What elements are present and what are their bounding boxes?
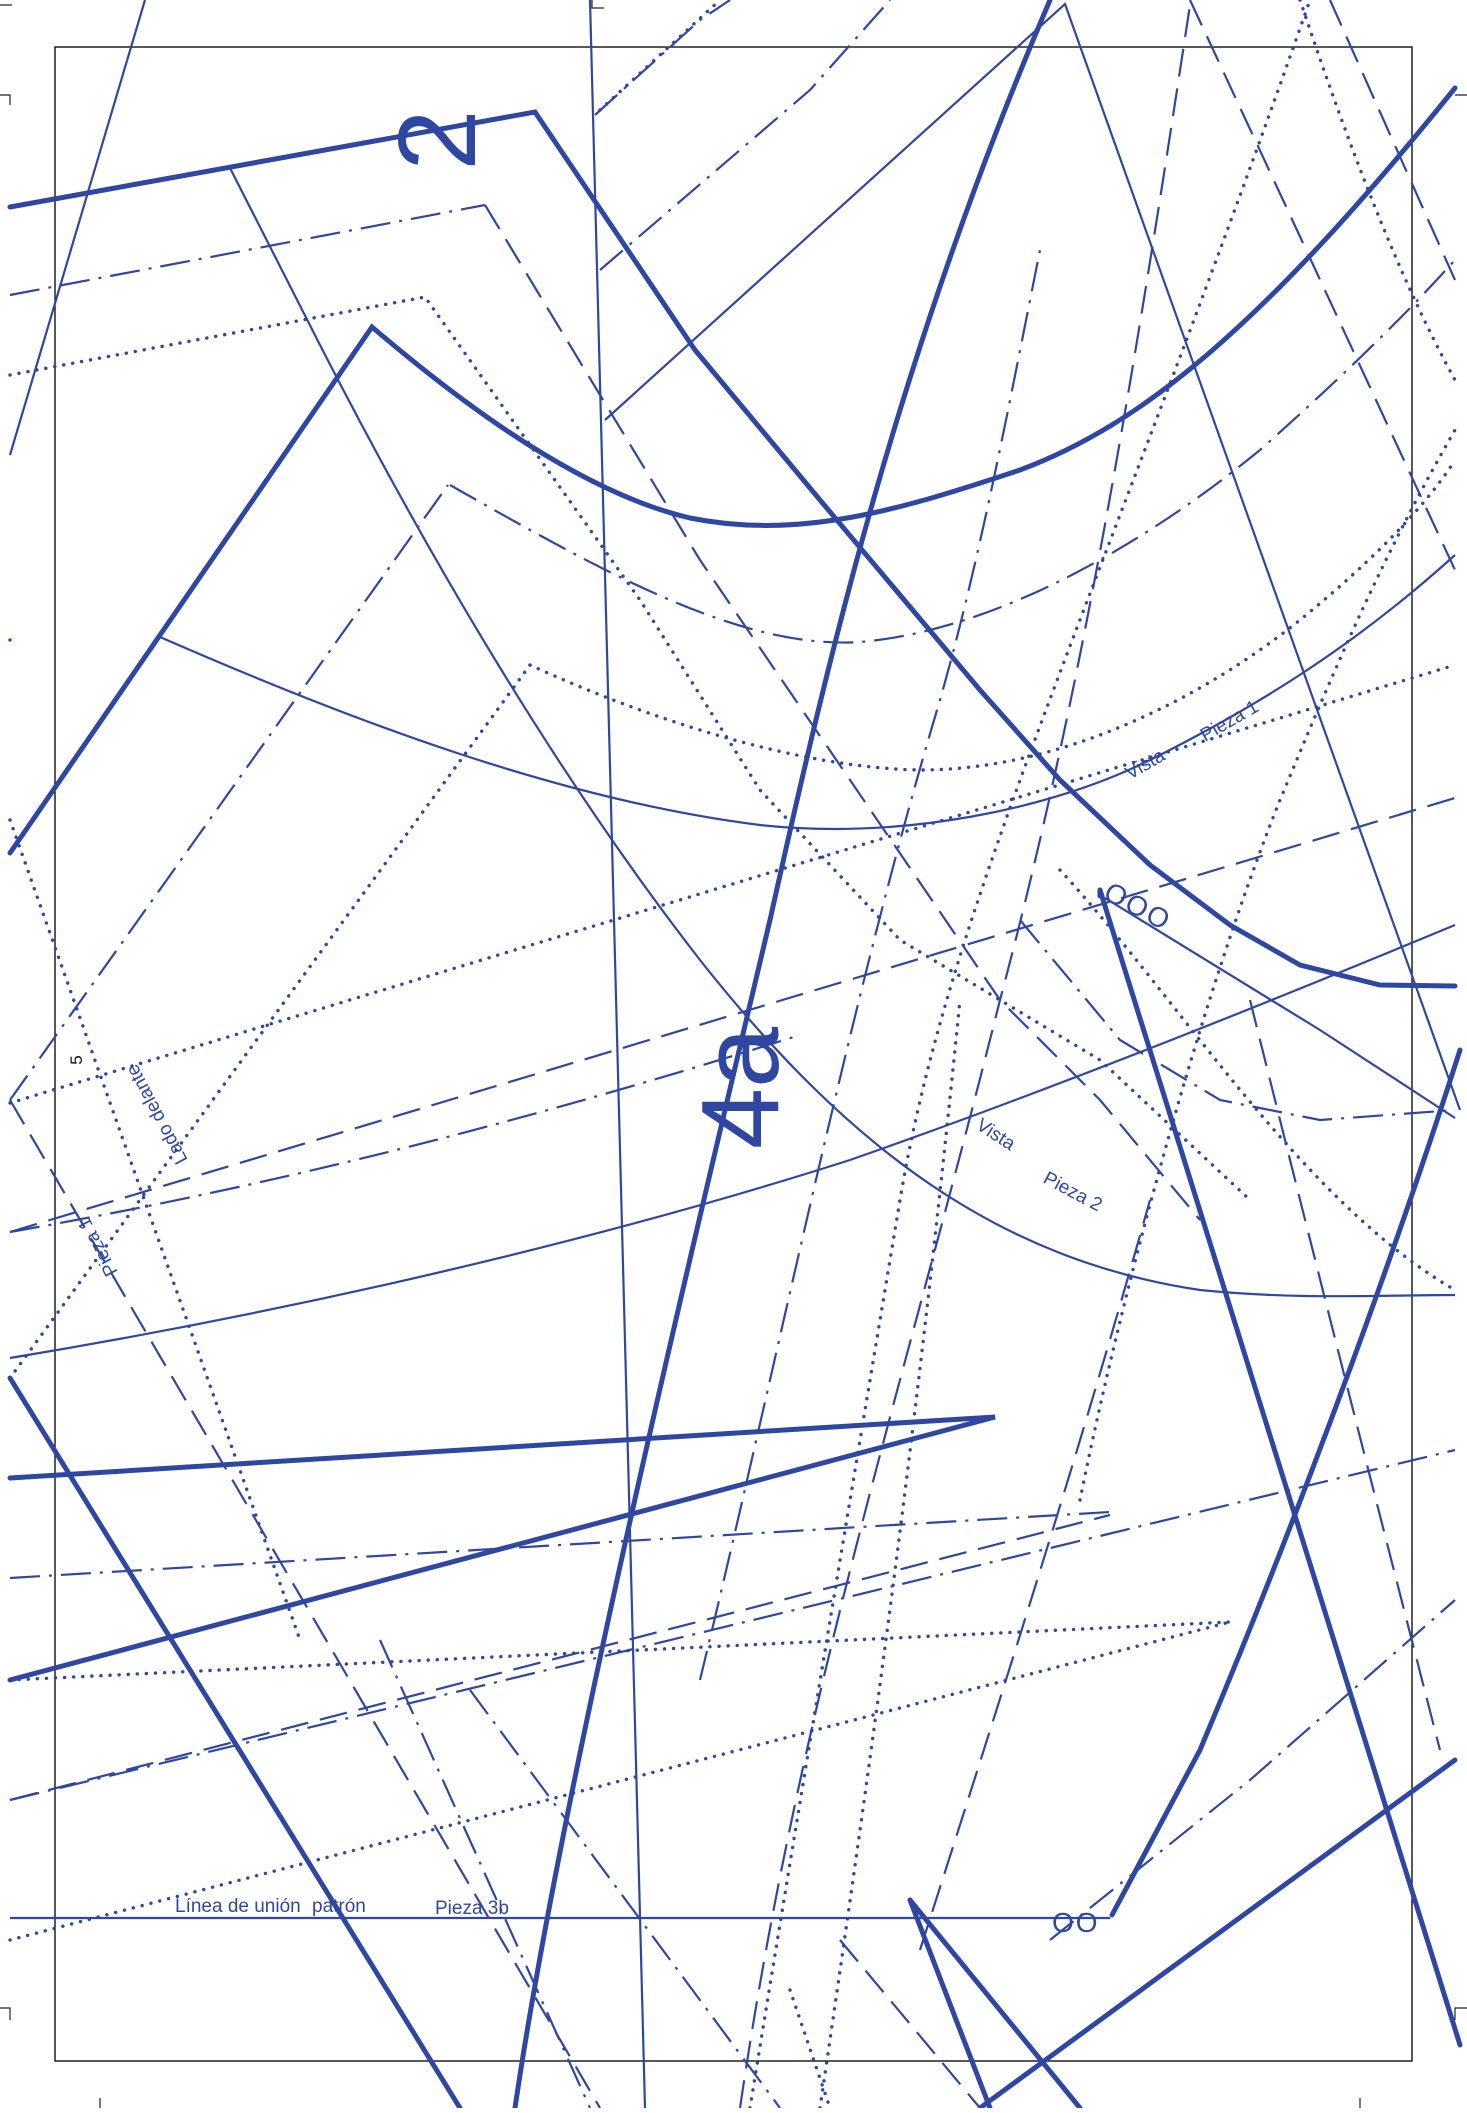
dashdot-4 [9,484,449,1101]
piece-number-2: 2 [376,109,499,170]
line-a [1097,887,1463,2048]
dashdot-6 [9,1033,801,1234]
print-frame [54,46,1413,2062]
hem-line [977,1757,1458,2111]
pieza1-side-label: Pieza 1 [74,1214,122,1280]
dash-5 [918,1199,1152,1951]
linea-union-label: Línea de unión [175,1896,301,1917]
patron-label: patrón [312,1896,366,1917]
vista-pieza2-vista: Vista [972,1115,1019,1156]
dart-a [7,1414,996,1683]
dashdot-1 [9,203,486,297]
dash-8 [9,796,1456,1234]
dash-3 [1189,0,1456,571]
dot-10 [1058,868,1457,1292]
dash-2 [9,1099,601,2109]
dotted-lines [8,0,1457,2110]
vista-pieza1-vista: Vista [1122,745,1169,784]
dot-6 [598,0,722,112]
dot-5 [8,663,1457,1105]
dashdot-8 [9,1510,1111,1580]
thin-triangle [604,2,1462,1111]
dot-13 [818,998,962,2110]
vista-pieza-1-line [159,554,1456,830]
dashdot-3 [599,0,891,271]
dashdot-2 [594,0,731,116]
piece-1-neckline [7,85,1458,856]
dashdot-9 [9,1448,1456,1802]
dot-3 [8,663,532,1380]
vista-pieza-2-line [229,167,1456,1298]
dashed-lines [9,0,1457,2109]
center-front-curve [512,0,1053,2111]
dashdot-11 [378,1639,592,2109]
dash-7 [738,4,1192,2109]
dot-8 [1298,0,1457,382]
dashdot-7 [698,249,1042,1681]
grainline [588,0,647,2109]
back-seam [1097,887,1463,1918]
dash-dot-lines [9,0,1456,2109]
dash-9 [839,1939,981,2109]
cutting-lines [7,0,1463,2111]
dot-7 [1078,428,1457,1502]
labels: 2 4a Vista Pieza 1 Vista Pieza 2 Lado de… [67,109,1262,1938]
dashdot-10 [1019,919,1456,1122]
notch-double: OO [1052,1907,1100,1938]
piece-number-4a: 4a [679,1026,802,1149]
dot-4 [528,458,1457,772]
dot-12 [8,1620,1232,1942]
vista-pieza1-pieza: Pieza 1 [1197,696,1262,746]
dot-2 [8,818,302,1642]
dashdot-5 [449,259,1456,644]
dash-6 [1248,999,1442,1751]
dot-9 [748,0,1312,2110]
dash-4 [9,1513,1111,1802]
dash-3b [1328,0,1457,281]
dot-1 [8,295,1252,1202]
dart-b-2 [907,1897,993,2111]
thin-curve-lower [9,923,1456,1360]
lado-delante-label: Lado delante [122,1061,192,1168]
dashdot-12 [1049,1599,1456,1941]
dart-b-1 [907,1897,1083,2111]
dot-14 [788,1988,832,2110]
thin-lines [8,0,1462,2109]
pieza3b-label: Pieza 3b [435,1898,509,1919]
piece-2-outline [7,109,1458,989]
vista-pieza2-pieza: Pieza 2 [1040,1168,1106,1216]
thin-1 [8,0,147,456]
thin-2 [1104,897,1456,1119]
dashdot-13 [469,1689,781,2109]
side-seam [7,1375,463,2111]
dot-11 [8,1620,1232,1682]
page-number: 5 [67,1055,86,1064]
